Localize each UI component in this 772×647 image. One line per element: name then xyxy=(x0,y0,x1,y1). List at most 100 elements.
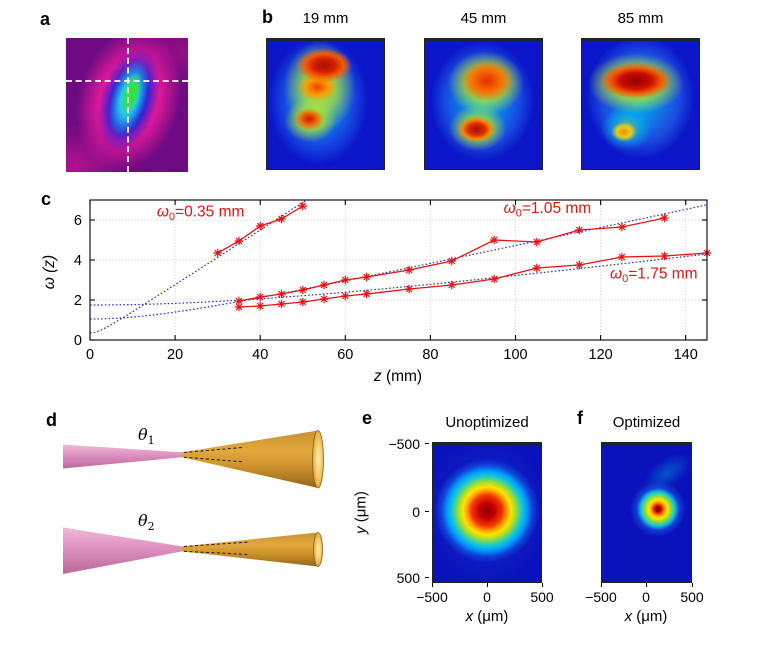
x-axis-label: z (mm) xyxy=(373,368,422,385)
series-w0=0.35-mm-measured xyxy=(213,201,308,258)
data-marker xyxy=(255,221,265,231)
data-marker xyxy=(660,251,669,261)
panel-e-label: e xyxy=(362,408,373,428)
data-marker xyxy=(277,214,286,224)
divergence-dashes-1 xyxy=(183,447,243,463)
data-marker xyxy=(234,302,244,312)
panel-f-label: f xyxy=(577,408,583,428)
e-ytick-0: 0 xyxy=(374,504,429,520)
data-marker xyxy=(341,275,350,285)
x-tick-label: 0 xyxy=(86,347,94,363)
input-beam-cone-1 xyxy=(63,444,182,469)
vertical-crosshair-line xyxy=(127,38,129,172)
data-marker xyxy=(234,296,244,306)
data-marker xyxy=(404,265,414,275)
panel-b-title-19mm: 19 mm xyxy=(302,10,349,27)
waist-annotation: ω0=0.35 mm xyxy=(157,204,245,224)
x-tick-label: 100 xyxy=(503,347,527,363)
panel-b-heatmap-85mm xyxy=(581,38,700,170)
panel-b-heatmap-19mm xyxy=(266,38,385,170)
e-x-axis-label: x (μm) xyxy=(465,608,509,625)
data-marker xyxy=(213,248,222,258)
theta-2-label: θ2 xyxy=(138,511,155,534)
y-tick-label: 0 xyxy=(74,333,82,349)
e-ytick-neg500: −500 xyxy=(374,436,429,452)
fiber-endface-1 xyxy=(312,430,324,489)
data-marker xyxy=(617,252,627,262)
data-marker xyxy=(489,274,499,284)
e-ytick-500: 500 xyxy=(374,570,429,586)
x-tick-label: 40 xyxy=(252,347,268,363)
data-marker xyxy=(447,256,456,266)
panel-b-title-85mm: 85 mm xyxy=(617,10,664,27)
data-marker xyxy=(319,294,329,304)
data-marker xyxy=(532,237,542,247)
data-marker xyxy=(404,284,414,294)
panel-b-title-45mm: 45 mm xyxy=(460,10,507,27)
data-marker xyxy=(277,289,286,299)
e-xtick-neg500: −500 xyxy=(410,583,454,605)
data-marker xyxy=(341,291,350,301)
e-xtick-0: 0 xyxy=(465,583,509,605)
panel-f-title: Optimized xyxy=(612,414,681,431)
data-marker xyxy=(298,297,308,307)
data-marker xyxy=(489,235,499,245)
y-axis-label: ω (z) xyxy=(41,255,58,289)
series-w0=1.75-mm-measured xyxy=(234,248,712,312)
data-marker xyxy=(362,289,371,299)
data-marker xyxy=(447,280,456,290)
e-xtick-500: 500 xyxy=(520,583,564,605)
data-marker xyxy=(617,222,627,232)
panel-b-heatmap-45mm xyxy=(424,38,543,170)
x-tick-label: 140 xyxy=(674,347,698,363)
fiber-endface-2 xyxy=(313,532,323,567)
fit-1.05 xyxy=(89,204,708,320)
data-marker xyxy=(362,272,371,282)
data-marker xyxy=(660,213,669,223)
theta-1-label: θ1 xyxy=(138,425,155,448)
f-xtick-0: 0 xyxy=(624,583,668,605)
panel-a-label: a xyxy=(40,9,51,29)
data-marker xyxy=(298,201,308,211)
divergence-dashes-2 xyxy=(183,541,251,555)
data-marker xyxy=(255,292,265,302)
panel-e-unoptimized-heatmap xyxy=(432,442,542,583)
panel-d-cone-diagram xyxy=(63,430,324,574)
y-tick-label: 4 xyxy=(74,253,82,269)
data-marker xyxy=(319,280,329,290)
chart-axes-box xyxy=(89,199,708,341)
chart-grid xyxy=(90,200,707,340)
data-marker xyxy=(575,225,584,235)
f-xtick-500: 500 xyxy=(670,583,714,605)
x-tick-label: 80 xyxy=(422,347,438,363)
x-tick-label: 20 xyxy=(167,347,183,363)
series-w0=1.05-mm-measured xyxy=(234,213,669,306)
output-fiber-cone-1 xyxy=(182,430,318,488)
panel-e-title: Unoptimized xyxy=(445,414,529,431)
panel-d-label: d xyxy=(46,410,57,430)
x-tick-label: 120 xyxy=(589,347,613,363)
data-marker xyxy=(298,285,308,295)
input-beam-cone-2 xyxy=(63,527,182,574)
output-fiber-cone-2 xyxy=(182,532,318,567)
panel-b-label: b xyxy=(262,7,273,27)
y-tick-label: 6 xyxy=(74,213,82,229)
panel-c-label: c xyxy=(41,189,52,209)
panel-f-optimized-heatmap xyxy=(601,442,692,583)
data-marker xyxy=(277,299,286,309)
e-y-axis-label: y (μm) xyxy=(352,491,370,534)
data-marker xyxy=(255,301,265,311)
f-xtick-neg500: −500 xyxy=(579,583,623,605)
optimized-spot-core xyxy=(630,481,686,537)
panel-a-beam-profile-heatmap xyxy=(66,38,188,172)
y-tick-label: 2 xyxy=(74,293,82,309)
data-marker xyxy=(532,263,542,273)
waist-annotation: ω0=1.05 mm xyxy=(504,200,592,220)
x-tick-label: 60 xyxy=(337,347,353,363)
f-x-axis-label: x (μm) xyxy=(624,608,668,625)
waist-annotation: ω0=1.75 mm xyxy=(610,265,698,285)
data-marker xyxy=(234,236,244,246)
panel-c-beam-width-chart: 0 20 40 60 80 100 120 140 0 2 4 6 z (mm) ω (z) ω0=0.35… xyxy=(41,199,712,385)
data-marker xyxy=(575,260,584,270)
